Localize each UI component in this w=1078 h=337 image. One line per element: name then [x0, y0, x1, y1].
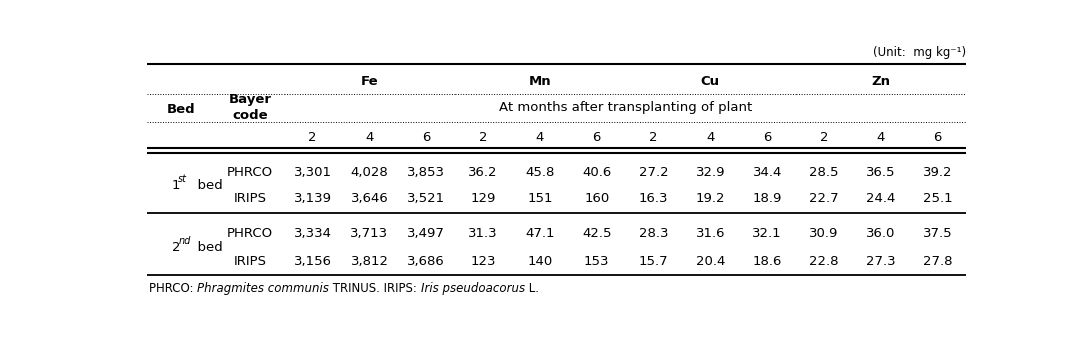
Text: Cu: Cu	[701, 75, 720, 88]
Text: 4: 4	[536, 131, 544, 144]
Text: st: st	[178, 174, 188, 184]
Text: 2: 2	[649, 131, 658, 144]
Text: 153: 153	[584, 254, 609, 268]
Text: 18.9: 18.9	[752, 192, 782, 205]
Text: 25.1: 25.1	[923, 192, 953, 205]
Text: 3,497: 3,497	[407, 227, 445, 240]
Text: Bayer
code: Bayer code	[229, 93, 272, 122]
Text: 32.1: 32.1	[752, 227, 782, 240]
Text: 129: 129	[470, 192, 496, 205]
Text: PHRCO: PHRCO	[227, 166, 273, 179]
Text: 19.2: 19.2	[695, 192, 725, 205]
Text: 22.8: 22.8	[810, 254, 839, 268]
Text: 47.1: 47.1	[525, 227, 555, 240]
Text: 3,812: 3,812	[350, 254, 388, 268]
Text: 15.7: 15.7	[639, 254, 668, 268]
Text: 36.2: 36.2	[468, 166, 498, 179]
Text: PHRCO:: PHRCO:	[149, 282, 197, 295]
Text: 4: 4	[706, 131, 715, 144]
Text: bed: bed	[189, 241, 223, 254]
Text: 3,521: 3,521	[407, 192, 445, 205]
Text: 27.2: 27.2	[639, 166, 668, 179]
Text: 6: 6	[593, 131, 600, 144]
Text: IRIPS: IRIPS	[234, 254, 266, 268]
Text: 3,646: 3,646	[350, 192, 388, 205]
Text: 39.2: 39.2	[923, 166, 952, 179]
Text: Bed: Bed	[167, 103, 196, 116]
Text: 28.5: 28.5	[810, 166, 839, 179]
Text: 3,713: 3,713	[350, 227, 388, 240]
Text: 30.9: 30.9	[810, 227, 839, 240]
Text: 3,686: 3,686	[407, 254, 445, 268]
Text: 3,139: 3,139	[293, 192, 332, 205]
Text: PHRCO: PHRCO	[227, 227, 273, 240]
Text: Iris pseudoacorus: Iris pseudoacorus	[420, 282, 525, 295]
Text: 3,853: 3,853	[407, 166, 445, 179]
Text: Phragmites communis: Phragmites communis	[197, 282, 329, 295]
Text: Zn: Zn	[871, 75, 890, 88]
Text: 151: 151	[527, 192, 553, 205]
Text: 16.3: 16.3	[639, 192, 668, 205]
Text: 1: 1	[171, 179, 180, 192]
Text: 2: 2	[819, 131, 828, 144]
Text: 3,156: 3,156	[293, 254, 332, 268]
Text: 42.5: 42.5	[582, 227, 611, 240]
Text: 36.5: 36.5	[866, 166, 896, 179]
Text: 40.6: 40.6	[582, 166, 611, 179]
Text: bed: bed	[189, 179, 223, 192]
Text: L.: L.	[525, 282, 539, 295]
Text: 36.0: 36.0	[866, 227, 896, 240]
Text: 20.4: 20.4	[695, 254, 725, 268]
Text: 24.4: 24.4	[866, 192, 896, 205]
Text: 32.9: 32.9	[695, 166, 725, 179]
Text: Fe: Fe	[361, 75, 378, 88]
Text: 3,301: 3,301	[293, 166, 332, 179]
Text: 2: 2	[308, 131, 317, 144]
Text: 160: 160	[584, 192, 609, 205]
Text: 45.8: 45.8	[525, 166, 554, 179]
Text: At months after transplanting of plant: At months after transplanting of plant	[498, 101, 751, 114]
Text: 4: 4	[876, 131, 885, 144]
Text: 37.5: 37.5	[923, 227, 953, 240]
Text: 34.4: 34.4	[752, 166, 782, 179]
Text: 18.6: 18.6	[752, 254, 782, 268]
Text: TRINUS. IRIPS:: TRINUS. IRIPS:	[329, 282, 420, 295]
Text: IRIPS: IRIPS	[234, 192, 266, 205]
Text: 27.8: 27.8	[923, 254, 952, 268]
Text: 27.3: 27.3	[866, 254, 896, 268]
Text: 3,334: 3,334	[293, 227, 332, 240]
Text: 31.6: 31.6	[695, 227, 725, 240]
Text: 4: 4	[365, 131, 374, 144]
Text: 31.3: 31.3	[468, 227, 498, 240]
Text: (Unit:  mg kg⁻¹): (Unit: mg kg⁻¹)	[873, 45, 966, 59]
Text: 6: 6	[423, 131, 430, 144]
Text: 123: 123	[470, 254, 496, 268]
Text: 6: 6	[934, 131, 942, 144]
Text: 2: 2	[479, 131, 487, 144]
Text: 2: 2	[171, 241, 180, 254]
Text: 140: 140	[527, 254, 553, 268]
Text: nd: nd	[178, 236, 191, 246]
Text: 22.7: 22.7	[810, 192, 839, 205]
Text: 6: 6	[763, 131, 772, 144]
Text: Mn: Mn	[528, 75, 551, 88]
Text: 4,028: 4,028	[350, 166, 388, 179]
Text: 28.3: 28.3	[639, 227, 668, 240]
